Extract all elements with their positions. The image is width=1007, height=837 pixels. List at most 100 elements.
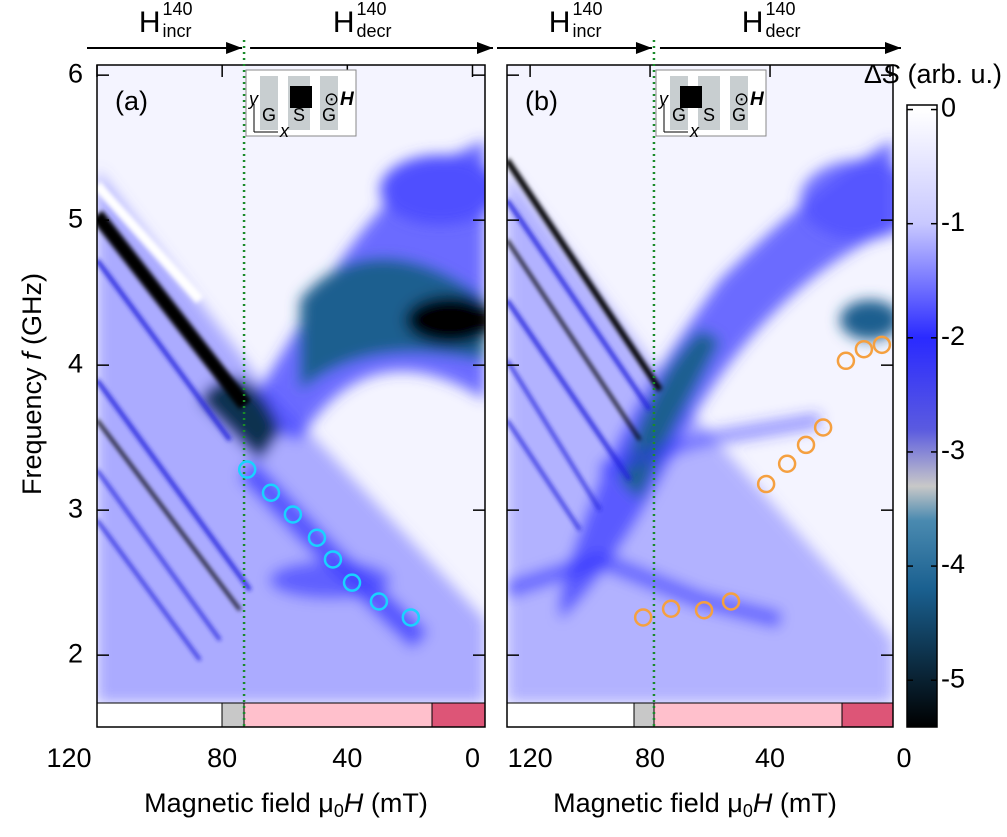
data-point (342, 573, 362, 592)
arrow-head (885, 42, 901, 54)
x-tick-label: 40 (332, 743, 362, 773)
inset: yxG S G⊙ H (245, 69, 357, 141)
electrode (698, 76, 720, 130)
text-part: (mT) (772, 788, 836, 818)
annotation: H (333, 6, 355, 39)
x-tick-label: 40 (755, 743, 785, 773)
data-point (777, 454, 797, 473)
panel-label: (b) (525, 86, 558, 116)
annotation: H (742, 6, 764, 39)
annotation: 140 (357, 0, 387, 19)
annotation: 140 (572, 0, 602, 19)
sample (290, 86, 312, 108)
y-tick-label: 4 (68, 348, 83, 378)
inset-label: ⊙ (734, 89, 749, 109)
data-point (813, 418, 833, 437)
sample (680, 86, 702, 108)
y-tick-label: 2 (68, 638, 83, 668)
text-part: f (17, 350, 47, 360)
colorbar-tick-label: -5 (941, 663, 965, 693)
inset-label: G (732, 105, 746, 125)
data-point (694, 600, 714, 620)
colorbar-tick-label: -2 (941, 321, 965, 351)
text-part: (arb. u.) (900, 59, 1002, 89)
text-part: Frequency (17, 360, 47, 495)
annotation: 140 (163, 0, 193, 19)
annotation: decr (765, 21, 800, 41)
x-tick-label: 80 (635, 743, 665, 773)
inset-label: H (340, 89, 355, 110)
inset-label: G (322, 105, 336, 125)
inset-label: G (262, 105, 276, 125)
text-part: 0 (743, 801, 753, 821)
data-point (261, 483, 281, 502)
colorbar-tick-label: -3 (941, 435, 965, 465)
heatmap-b (507, 65, 893, 703)
text-part: Magnetic field μ (553, 788, 743, 818)
colorbar-label: ΔS (arb. u.) (864, 59, 1002, 89)
text-part: (mT) (363, 788, 427, 818)
inset-label: S (293, 105, 305, 125)
x-tick-label: 0 (465, 743, 480, 773)
data-point (721, 592, 741, 611)
inset-label: H (750, 89, 765, 110)
history-bar-b (506, 702, 894, 728)
inset-label: y (657, 89, 669, 109)
data-point (401, 608, 421, 627)
arrow-head (477, 42, 493, 54)
text-part: Magnetic field μ (144, 788, 334, 818)
data-point (872, 335, 892, 355)
data-point (369, 592, 389, 611)
data-point (323, 550, 343, 569)
text-part: 0 (334, 801, 344, 821)
data-point (661, 599, 681, 618)
annotation: H (139, 6, 161, 39)
frame-b (506, 64, 894, 728)
colorbar (906, 104, 938, 728)
inset-label: ⊙ (324, 89, 339, 109)
text-part: H (344, 788, 364, 818)
annotation: incr (163, 21, 192, 41)
electrode (320, 76, 338, 130)
history-bar-a (96, 702, 486, 728)
x-tick-label: 0 (896, 743, 911, 773)
inset: yxG S G⊙ H (655, 69, 767, 141)
inset-label: G (672, 105, 686, 125)
x-tick-label: 120 (508, 743, 553, 773)
arrow-head (635, 42, 652, 54)
x-tick-label: 120 (46, 743, 91, 773)
electrode (260, 76, 278, 130)
x-axis-label: Magnetic field μ0H (mT) (553, 788, 837, 821)
colorbar-tick-label: 0 (941, 93, 956, 123)
text-part: Δ (864, 59, 882, 89)
colorbar-tick-label: -1 (941, 207, 965, 237)
y-tick-label: 5 (68, 203, 83, 233)
data-point (237, 460, 257, 479)
y-axis-label: Frequency f (GHz) (17, 273, 47, 495)
data-point (756, 474, 776, 494)
heatmap-a (97, 65, 485, 703)
annotation: H (549, 6, 571, 39)
x-tick-label: 80 (207, 743, 237, 773)
electrode (730, 76, 748, 130)
y-tick-label: 3 (68, 493, 83, 523)
y-tick-label: 6 (68, 58, 83, 88)
colorbar-tick-label: -4 (941, 549, 965, 579)
data-point (633, 608, 653, 627)
x-axis-label: Magnetic field μ0H (mT) (144, 788, 428, 821)
text-part: H (753, 788, 773, 818)
annotation: decr (357, 21, 392, 41)
annotation: 140 (765, 0, 795, 19)
data-point (283, 505, 303, 524)
data-point (796, 435, 816, 455)
arrow-head (226, 42, 243, 54)
text-part: S (882, 59, 900, 89)
data-point (307, 528, 327, 547)
data-point (854, 339, 874, 359)
text-part: (GHz) (17, 273, 47, 352)
data-point (836, 351, 856, 371)
inset-label: S (703, 105, 715, 125)
frame-a (96, 64, 486, 728)
inset-label: x (279, 121, 290, 141)
